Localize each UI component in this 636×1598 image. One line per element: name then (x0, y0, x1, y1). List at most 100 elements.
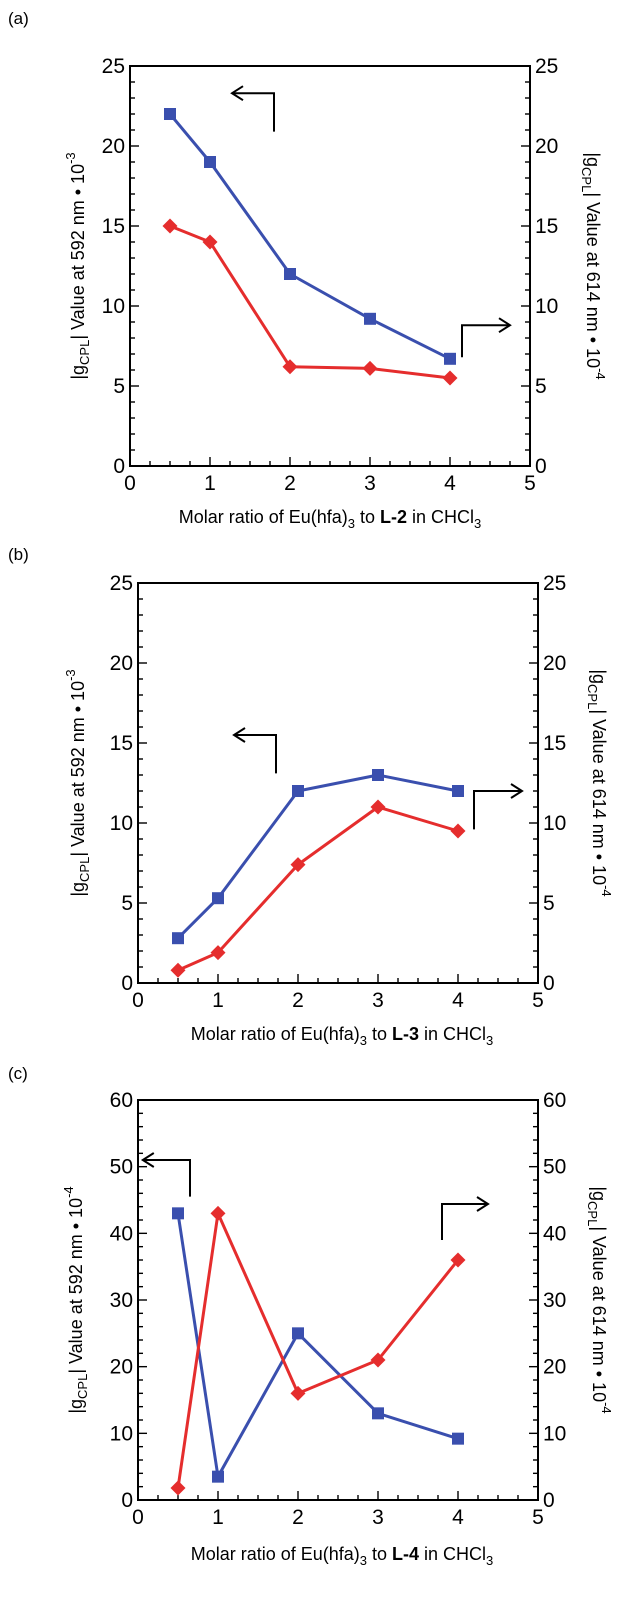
data-point-diamond (170, 962, 186, 978)
axis-indicator-arrows (140, 1152, 490, 1240)
y-tick-label: 20 (110, 1356, 133, 1379)
chart-panel-c: (c) 0 1 2 3 4 5 0 10 20 30 40 50 60 0 10 20 30 40 50 60 M… (8, 1064, 614, 1568)
y2-tick-label: 5 (535, 375, 547, 398)
x-tick-label: 2 (284, 472, 296, 495)
x-tick-labels: 0 1 2 3 4 5 (132, 989, 544, 1012)
y2-tick-label: 15 (535, 215, 558, 238)
axis-ticks (138, 598, 538, 983)
y-tick-label: 20 (102, 135, 125, 158)
plot-frame (129, 65, 531, 467)
y2-tick-label: 25 (543, 572, 566, 595)
data-point-diamond (450, 1252, 466, 1268)
data-point-square (204, 156, 216, 168)
y-tick-label: 0 (121, 1489, 133, 1512)
right-axis-arrow (441, 1196, 490, 1240)
panel-label: (a) (8, 9, 29, 28)
y2-tick-labels: 0 10 20 30 40 50 60 (543, 1089, 566, 1512)
series-line-right-axis (176, 1211, 460, 1489)
y-tick-labels: 0 5 10 15 20 25 (110, 572, 133, 995)
data-point-diamond (290, 857, 306, 873)
left-axis-arrow (232, 727, 277, 774)
y-tick-label: 30 (110, 1289, 133, 1312)
x-tick-label: 3 (372, 989, 384, 1012)
data-point-diamond (202, 234, 218, 250)
x-tick-label: 3 (372, 1506, 384, 1529)
series-line-left-axis (168, 113, 451, 361)
y2-tick-label: 10 (535, 295, 558, 318)
data-point-square (292, 785, 304, 797)
y-tick-label: 0 (113, 455, 125, 478)
data-point-square (164, 108, 176, 120)
y-tick-label: 10 (102, 295, 125, 318)
x-tick-label: 4 (452, 1506, 464, 1529)
right-axis-arrow (473, 783, 524, 830)
y2-tick-label: 10 (543, 1422, 566, 1445)
x-tick-labels: 0 1 2 3 4 5 (124, 472, 536, 495)
x-tick-label: 0 (132, 989, 144, 1012)
y-axis-label: |gCPL| Value at 592 nm • 10-3 (63, 152, 92, 379)
data-point-square (372, 769, 384, 781)
left-axis-arrow (140, 1152, 191, 1197)
data-point-diamond (290, 1385, 306, 1401)
y-tick-label: 25 (110, 572, 133, 595)
x-axis-label: Molar ratio of Eu(hfa)3 to L-2 in CHCl3 (179, 507, 482, 531)
x-tick-label: 5 (532, 1506, 544, 1529)
axis-ticks (138, 1112, 538, 1500)
data-point-diamond (370, 799, 386, 815)
data-point-diamond (210, 945, 226, 961)
y-tick-label: 5 (121, 892, 133, 915)
y-tick-labels: 0 10 20 30 40 50 60 (110, 1089, 133, 1512)
axis-ticks (130, 81, 530, 466)
x-tick-label: 0 (124, 472, 136, 495)
y2-axis-label: |gCPL| Value at 614 nm • 10-4 (585, 1186, 614, 1413)
series-line-right-axis (177, 805, 459, 972)
data-series (170, 1205, 466, 1496)
data-point-square (212, 892, 224, 905)
y-tick-label: 10 (110, 1422, 133, 1445)
y-tick-label: 0 (121, 972, 133, 995)
right-axis-arrow (461, 317, 512, 358)
y2-tick-label: 15 (543, 732, 566, 755)
x-tick-label: 2 (292, 1506, 304, 1529)
y-tick-label: 10 (110, 812, 133, 835)
x-axis-label: Molar ratio of Eu(hfa)3 to L-3 in CHCl3 (191, 1024, 494, 1048)
data-point-square (212, 1470, 224, 1483)
x-axis-label: Molar ratio of Eu(hfa)3 to L-4 in CHCl3 (191, 1544, 494, 1568)
data-point-square (444, 352, 456, 365)
data-point-diamond (282, 359, 298, 375)
data-point-square (452, 785, 464, 797)
y-axis-label: |gCPL| Value at 592 nm • 10-3 (63, 669, 92, 896)
series-line-left-axis (176, 773, 459, 940)
y2-tick-label: 5 (543, 892, 555, 915)
y2-tick-labels: 0 5 10 15 20 25 (535, 55, 558, 478)
panel-label: (b) (8, 545, 29, 564)
data-point-diamond (170, 1480, 186, 1496)
y2-tick-label: 20 (543, 1356, 566, 1379)
data-point-square (452, 1432, 464, 1445)
panel-label: (c) (8, 1064, 28, 1083)
data-point-diamond (370, 1352, 386, 1368)
x-tick-label: 5 (532, 989, 544, 1012)
x-tick-label: 2 (292, 989, 304, 1012)
y2-tick-label: 40 (543, 1222, 566, 1245)
y2-tick-label: 30 (543, 1289, 566, 1312)
data-series (170, 769, 466, 978)
data-point-diamond (210, 1205, 226, 1221)
data-point-square (292, 1327, 304, 1340)
data-point-diamond (162, 218, 178, 234)
y2-tick-label: 25 (535, 55, 558, 78)
y2-axis-label: |gCPL| Value at 614 nm • 10-4 (579, 152, 608, 379)
data-point-diamond (442, 370, 458, 386)
x-tick-label: 1 (204, 472, 216, 495)
y2-tick-label: 0 (543, 972, 555, 995)
x-tick-label: 1 (212, 1506, 224, 1529)
x-tick-label: 3 (364, 472, 376, 495)
data-point-diamond (362, 360, 378, 376)
y-axis-label: |gCPL| Value at 592 nm • 10-4 (61, 1186, 90, 1413)
data-point-square (372, 1407, 384, 1420)
series-line-right-axis (169, 224, 451, 380)
y-tick-label: 5 (113, 375, 125, 398)
